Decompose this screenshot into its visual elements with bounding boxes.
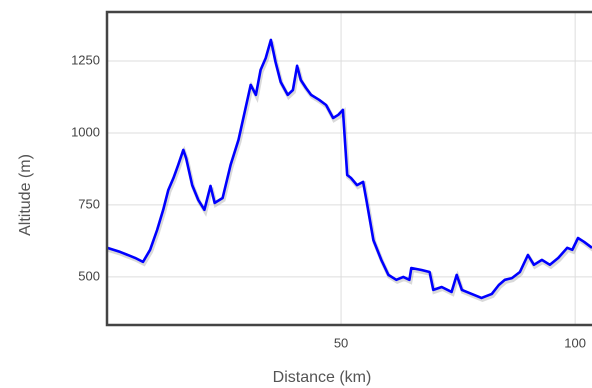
- y-tick-label: 500: [78, 268, 100, 283]
- y-tick-label: 1000: [71, 124, 100, 139]
- y-tick-label: 750: [78, 196, 100, 211]
- plot-frame: [105, 10, 592, 327]
- y-tick-label: 1250: [71, 52, 100, 67]
- x-tick-label: 50: [334, 335, 348, 350]
- y-axis-title: Altitude (m): [17, 154, 34, 236]
- x-axis-title: Distance (km): [273, 369, 372, 386]
- line: [106, 38, 592, 300]
- x-tick-label: 100: [564, 335, 586, 350]
